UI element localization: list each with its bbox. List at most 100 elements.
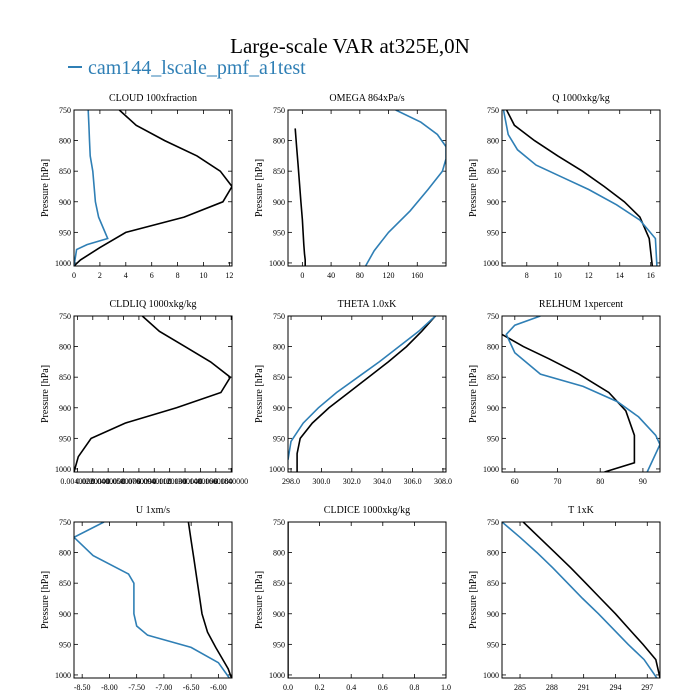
x-tick-label: 6 (150, 271, 154, 280)
y-tick-label: 750 (273, 312, 285, 321)
y-tick-label: 1000 (483, 465, 499, 474)
plot-frame (287, 521, 447, 679)
x-tick-label: 0.0760000 (122, 477, 156, 486)
x-tick-label: 0.0220000 (76, 477, 110, 486)
panel-title: THETA 1.0xK (338, 299, 397, 310)
series-line-test (74, 110, 109, 266)
y-tick-label: 850 (59, 167, 71, 176)
y-tick-label: 1000 (55, 671, 71, 680)
y-tick-label: 900 (59, 198, 71, 207)
y-axis-label: Pressure [hPa] (468, 159, 479, 217)
y-axis-label: Pressure [hPa] (40, 159, 51, 217)
x-tick-label: -7.50 (128, 683, 145, 692)
x-tick-label: 80 (596, 477, 604, 486)
chart-panel-1: CLOUD 100xfraction 750 800 850 900 950 1000 Pre… (40, 93, 233, 280)
y-tick-label: 950 (59, 434, 71, 443)
y-axis-label: Pressure [hPa] (254, 365, 265, 423)
x-tick-label: 1.0 (441, 683, 451, 692)
x-tick-label: 297 (641, 683, 653, 692)
y-tick-label: 800 (487, 137, 499, 146)
y-tick-label: 800 (59, 137, 71, 146)
y-tick-label: 1000 (483, 671, 499, 680)
x-tick-label: -6.00 (210, 683, 227, 692)
x-tick-label: 298.0 (282, 477, 300, 486)
x-tick-label: -8.50 (74, 683, 91, 692)
series-line-test (364, 110, 446, 266)
plot-frame (287, 109, 447, 267)
panel-title: Q 1000xkg/kg (552, 93, 610, 104)
y-tick-label: 850 (487, 167, 499, 176)
series-line-test (288, 316, 436, 460)
y-tick-label: 900 (273, 610, 285, 619)
x-tick-label: 70 (554, 477, 562, 486)
series-line-test (505, 316, 660, 472)
series-line-control (502, 333, 636, 472)
chart-panel-4: CLDLIQ 1000xkg/kg 750 800 850 900 950 1000 Pres… (40, 299, 248, 486)
chart-panel-2: OMEGA 864xPa/s7508008509009501000Pressur… (254, 93, 447, 280)
x-tick-label: 0.0940000 (137, 477, 171, 486)
plot-frame (73, 521, 233, 679)
plot-frame (287, 315, 447, 473)
y-tick-label: 950 (273, 434, 285, 443)
y-tick-label: 1000 (269, 259, 285, 268)
panel-title: RELHUM 1xpercent (539, 299, 623, 310)
legend: cam144_lscale_pmf_a1test (68, 56, 306, 80)
x-tick-label: -7.00 (156, 683, 173, 692)
chart-panel-8: CLDICE 1000xkg/kg 750 800 850 900 950 1000 Pres… (254, 505, 451, 692)
series-line-test (74, 522, 230, 678)
x-tick-label: 302.0 (343, 477, 361, 486)
y-tick-label: 900 (487, 610, 499, 619)
x-tick-label: 12 (585, 271, 593, 280)
y-tick-label: 850 (487, 579, 499, 588)
y-tick-label: 900 (487, 404, 499, 413)
y-axis-label: Pressure [hPa] (254, 571, 265, 629)
x-tick-label: 0.8 (409, 683, 419, 692)
y-tick-label: 850 (59, 373, 71, 382)
y-tick-label: 800 (273, 549, 285, 558)
y-tick-label: 850 (59, 579, 71, 588)
y-axis-label: Pressure [hPa] (254, 159, 265, 217)
y-tick-label: 950 (487, 434, 499, 443)
x-tick-label: 80 (356, 271, 364, 280)
x-tick-label: 10 (554, 271, 562, 280)
y-tick-label: 900 (273, 198, 285, 207)
y-tick-label: 850 (273, 579, 285, 588)
plot-frame (73, 315, 233, 473)
y-tick-label: 750 (273, 518, 285, 527)
y-tick-label: 800 (487, 343, 499, 352)
chart-panel-5: THETA 1.0xK 750 800 850 900 950 1000 Pressure [… (254, 299, 452, 486)
y-tick-label: 950 (59, 228, 71, 237)
panel-title: CLDLIQ 1000xkg/kg (110, 299, 197, 310)
x-tick-label: 10 (200, 271, 208, 280)
x-tick-label: 40 (327, 271, 335, 280)
y-tick-label: 1000 (269, 671, 285, 680)
x-tick-label: 0.0580000 (107, 477, 141, 486)
chart-panel-7: U 1xm/s 750 800 850 900 950 1000 Pressure [hPa]… (40, 505, 233, 692)
x-tick-label: 120 (383, 271, 395, 280)
y-tick-label: 900 (487, 198, 499, 207)
series-line-control (522, 522, 660, 678)
plot-frame (501, 315, 661, 473)
x-tick-label: -6.50 (183, 683, 200, 692)
x-tick-label: 4 (124, 271, 128, 280)
series-line-control (296, 316, 437, 472)
x-tick-label: 8 (525, 271, 529, 280)
plot-frame (73, 109, 233, 267)
x-tick-label: 294 (609, 683, 621, 692)
x-tick-label: 0.2 (315, 683, 325, 692)
x-tick-label: 0.1840000 (214, 477, 248, 486)
y-tick-label: 800 (487, 549, 499, 558)
x-tick-label: 16 (647, 271, 655, 280)
legend-line-icon (68, 66, 82, 69)
y-tick-label: 750 (59, 106, 71, 115)
y-axis-label: Pressure [hPa] (40, 365, 51, 423)
x-tick-label: 0.4 (346, 683, 356, 692)
series-line-control (74, 316, 232, 472)
y-tick-label: 800 (59, 549, 71, 558)
x-tick-label: 285 (514, 683, 526, 692)
x-tick-label: 306.0 (404, 477, 422, 486)
y-tick-label: 950 (273, 640, 285, 649)
plot-frame (501, 521, 661, 679)
y-tick-label: 750 (487, 106, 499, 115)
x-tick-label: 0.1660000 (199, 477, 233, 486)
